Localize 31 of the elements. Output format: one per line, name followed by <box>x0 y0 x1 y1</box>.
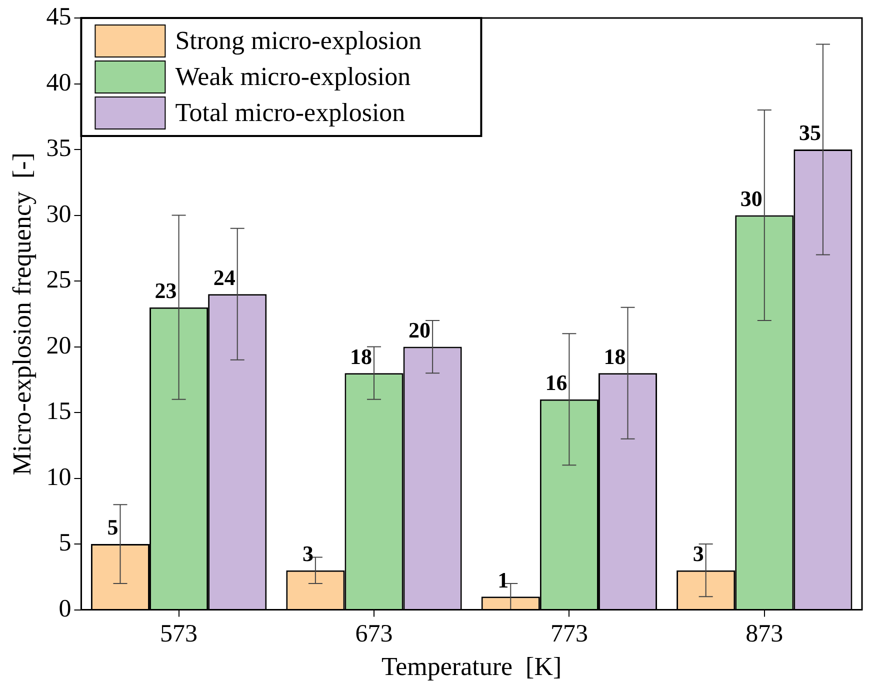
legend-label: Strong micro-explosion <box>175 26 422 55</box>
data-label: 3 <box>302 541 314 566</box>
y-tick-label: 5 <box>58 530 72 557</box>
x-tick-label: 873 <box>746 620 784 648</box>
y-tick-label: 0 <box>58 595 72 622</box>
data-label: 16 <box>545 370 568 396</box>
data-label: 24 <box>213 264 236 290</box>
data-label: 30 <box>740 186 762 211</box>
data-label: 20 <box>408 317 431 342</box>
x-tick-label: 673 <box>355 620 393 648</box>
y-tick-label: 30 <box>46 200 72 228</box>
y-tick-label: 20 <box>46 332 72 360</box>
legend-label: Total micro-explosion <box>175 98 406 127</box>
y-tick-label: 40 <box>46 69 72 96</box>
data-label: 18 <box>350 344 372 369</box>
y-tick-label: 10 <box>46 464 72 491</box>
data-label: 1 <box>498 567 509 592</box>
y-tick-label: 45 <box>46 4 72 31</box>
x-tick-label: 573 <box>160 620 198 648</box>
data-label: 23 <box>154 278 177 304</box>
data-label: 18 <box>604 344 626 369</box>
y-tick-label: 35 <box>46 135 72 162</box>
x-tick-label: 773 <box>550 620 588 648</box>
data-label: 35 <box>798 120 821 146</box>
y-axis-title: Micro-explosion frequency [-] <box>7 152 36 476</box>
data-label: 3 <box>692 541 704 566</box>
x-axis-title: Temperature [K] <box>382 652 562 682</box>
data-label: 5 <box>107 514 118 540</box>
y-tick-label: 15 <box>46 398 72 426</box>
legend-label: Weak micro-explosion <box>175 62 411 91</box>
y-tick-label: 25 <box>46 266 72 294</box>
